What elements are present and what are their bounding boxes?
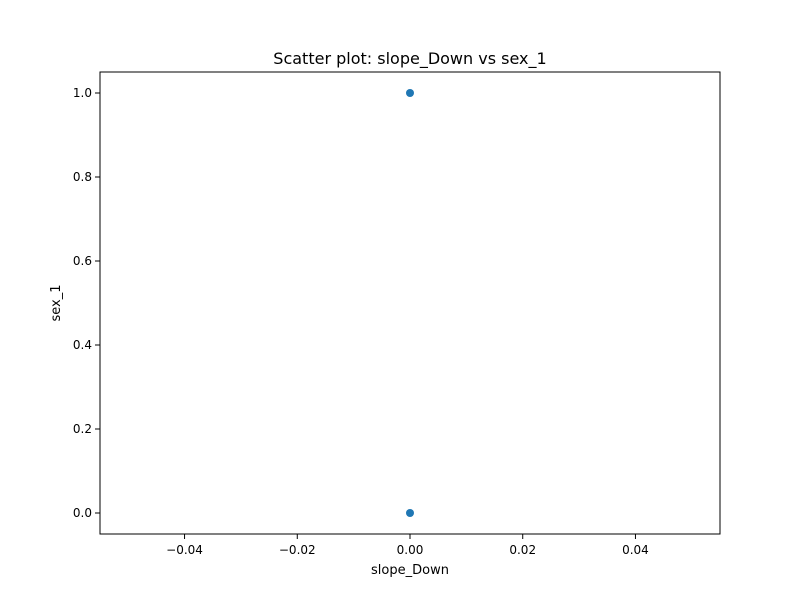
y-axis-ticks: 0.0 0.2 0.4 0.6 0.8 1.0 — [73, 86, 100, 520]
y-tick-label: 1.0 — [73, 86, 92, 100]
y-tick-label: 0.0 — [73, 506, 92, 520]
chart-title: Scatter plot: slope_Down vs sex_1 — [273, 49, 546, 69]
y-tick-label: 0.4 — [73, 338, 92, 352]
scatter-point — [406, 509, 414, 517]
scatter-point — [406, 89, 414, 97]
x-tick-label: 0.02 — [509, 543, 536, 557]
y-axis-label: sex_1 — [49, 284, 64, 321]
x-axis-ticks: −0.04 −0.02 0.00 0.02 0.04 — [166, 534, 649, 557]
y-tick-label: 0.6 — [73, 254, 92, 268]
x-tick-label: 0.04 — [622, 543, 649, 557]
x-tick-label: −0.02 — [279, 543, 316, 557]
y-tick-label: 0.2 — [73, 422, 92, 436]
x-axis-label: slope_Down — [371, 563, 449, 578]
x-tick-label: 0.00 — [397, 543, 424, 557]
x-tick-label: −0.04 — [166, 543, 203, 557]
y-tick-label: 0.8 — [73, 170, 92, 184]
data-points — [406, 89, 414, 517]
plot-area-frame — [99, 71, 721, 535]
